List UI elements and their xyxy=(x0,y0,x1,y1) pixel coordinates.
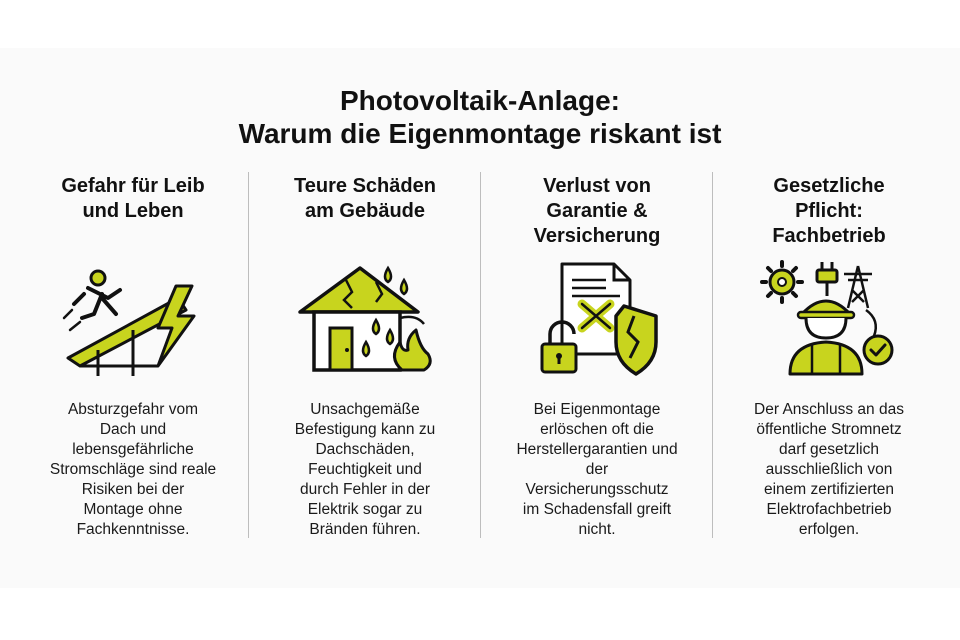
column-heading: Gesetzliche Pflicht: Fachbetrieb xyxy=(772,175,886,247)
column-divider xyxy=(480,172,481,538)
electrician-certified-icon xyxy=(760,260,894,376)
column-warranty: Verlust von Garantie & Versicherung Bei … xyxy=(482,174,712,540)
falling-worker-lightning-icon xyxy=(62,269,196,376)
column-legal: Gesetzliche Pflicht: Fachbetrieb Der Ans… xyxy=(714,174,944,540)
column-heading: Teure Schäden am Gebäude xyxy=(294,175,436,222)
column-text: Bei Eigenmontage erlöschen oft die Herst… xyxy=(516,401,678,538)
page-title: Photovoltaik-Anlage: Warum die Eigenmont… xyxy=(0,84,960,150)
column-heading: Gefahr für Leib und Leben xyxy=(61,175,205,222)
column-safety: Gefahr für Leib und Leben Absturzgefahr … xyxy=(18,174,248,540)
column-heading: Verlust von Garantie & Versicherung xyxy=(533,175,661,247)
column-building-damage: Teure Schäden am Gebäude Unsachgemäße Be… xyxy=(250,174,480,540)
void-warranty-shield-icon xyxy=(540,262,658,376)
column-divider xyxy=(712,172,713,538)
column-divider xyxy=(248,172,249,538)
damaged-house-icon xyxy=(298,265,432,372)
column-text: Der Anschluss an das öffentliche Stromne… xyxy=(754,401,904,538)
column-text: Unsachgemäße Befestigung kann zu Dachsch… xyxy=(294,401,436,538)
title-line-1: Photovoltaik-Anlage: xyxy=(339,85,620,116)
title-line-2: Warum die Eigenmontage riskant ist xyxy=(238,118,722,149)
column-text: Absturzgefahr vom Dach und lebensgefährl… xyxy=(49,401,217,538)
